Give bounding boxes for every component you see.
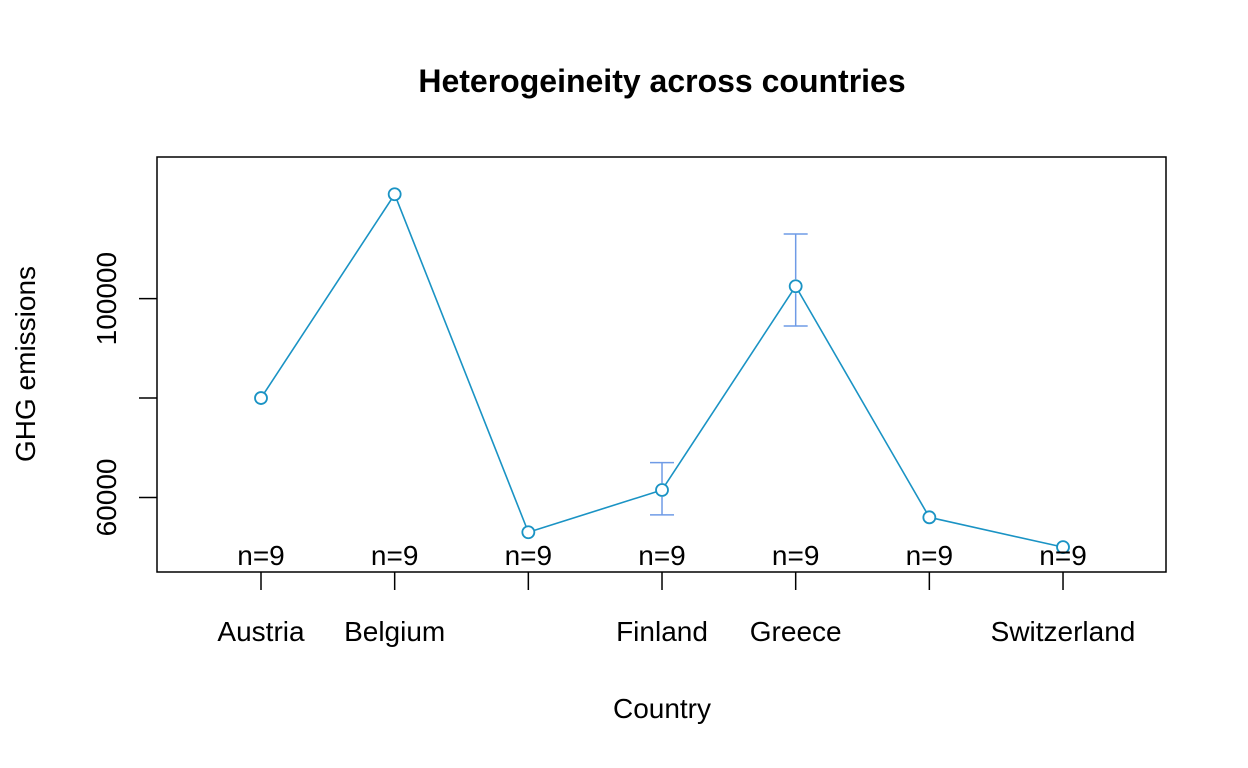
n-labels: n=9 n=9 n=9 n=9 n=9 n=9 n=9 [237,540,1087,571]
data-point [521,525,536,540]
n-count-label: n=9 [237,540,285,571]
data-point [922,510,937,525]
x-axis-title: Country [613,693,711,724]
data-point [387,187,402,202]
error-bars [650,233,808,516]
n-count-label: n=9 [1039,540,1087,571]
x-axis: Austria Belgium Finland Greece Switzerland [217,572,1135,647]
n-count-label: n=9 [505,540,553,571]
n-count-label: n=9 [772,540,820,571]
x-tick-label: Finland [616,616,708,647]
y-tick-label: 60000 [91,459,122,537]
y-tick-label: 100000 [91,252,122,345]
data-point [788,279,803,294]
data-point [1056,540,1070,555]
line-segment [794,285,931,518]
n-count-label: n=9 [638,540,686,571]
line-segment [661,285,797,491]
line-segment [929,516,1064,548]
x-tick-label: Austria [217,616,305,647]
n-count-label: n=9 [371,540,419,571]
data-points [254,187,1070,555]
x-tick-label: Belgium [344,616,445,647]
line-segment [393,193,530,533]
n-count-label: n=9 [906,540,954,571]
y-axis-title: GHG emissions [10,266,41,462]
data-point [655,483,669,497]
x-tick-label: Greece [750,616,842,647]
line-segment [260,193,396,399]
chart-title: Heterogeineity across countries [418,63,905,99]
series-line [260,193,1064,548]
x-tick-label: Switzerland [991,616,1136,647]
data-point [254,391,268,405]
line-segment [528,489,663,534]
y-axis: 60000 100000 [91,252,157,536]
